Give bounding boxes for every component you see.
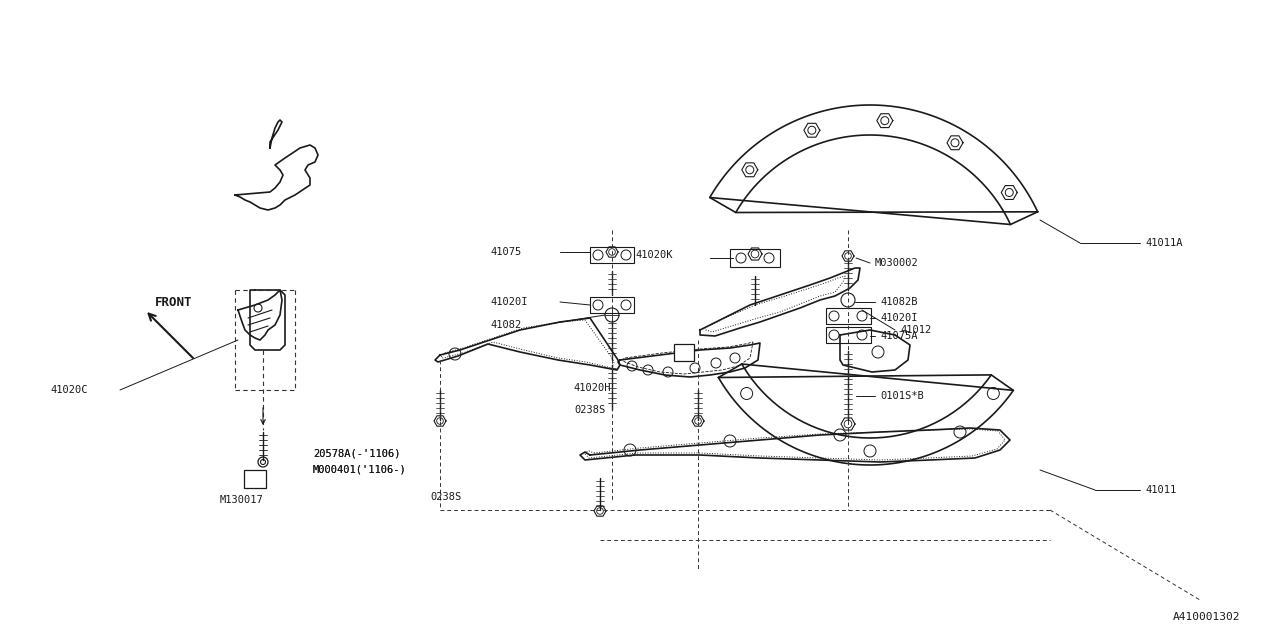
Bar [826,308,870,324]
Bar [826,327,870,343]
Text: A410001302: A410001302 [1172,612,1240,622]
Text: 20578A(-'1106): 20578A(-'1106) [314,448,401,458]
Text: 41082B: 41082B [881,297,918,307]
Text: 0101S*B: 0101S*B [881,391,924,401]
Text: 41020C: 41020C [50,385,87,395]
Bar [590,247,634,263]
Bar [730,249,780,267]
Text: FRONT: FRONT [155,296,192,310]
Text: M030002: M030002 [876,258,919,268]
Text: 41012: 41012 [900,325,932,335]
Text: M000401('1106-): M000401('1106-) [314,465,407,475]
Bar [590,297,634,313]
Text: M000401('1106-): M000401('1106-) [314,465,407,475]
Text: 41020I: 41020I [881,313,918,323]
Text: 41075: 41075 [490,247,521,257]
Text: 41011: 41011 [1146,485,1176,495]
FancyBboxPatch shape [244,470,266,488]
Text: M130017: M130017 [220,495,264,505]
Text: 41020I: 41020I [490,297,527,307]
Text: 20578A(-'1106): 20578A(-'1106) [314,448,401,458]
Text: 41011A: 41011A [1146,238,1183,248]
Text: 41020H: 41020H [573,383,611,393]
Text: A: A [681,348,687,358]
Text: 41082: 41082 [490,320,521,330]
FancyBboxPatch shape [675,344,694,361]
Text: A: A [252,474,259,484]
Text: 41075A: 41075A [881,331,918,341]
Text: 0238S: 0238S [573,405,605,415]
Text: 0238S: 0238S [430,492,461,502]
Text: 41020K: 41020K [635,250,672,260]
